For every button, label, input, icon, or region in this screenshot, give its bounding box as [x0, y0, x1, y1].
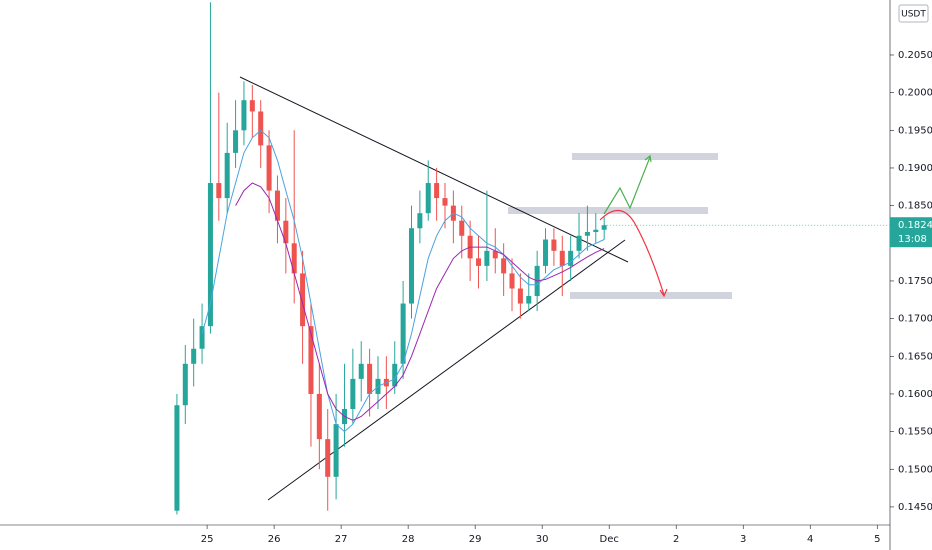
- x-tick-label: 30: [536, 534, 549, 545]
- candle-body: [233, 130, 239, 153]
- candle-body: [241, 100, 247, 131]
- x-tick-label: 3: [740, 534, 746, 545]
- candle-body: [551, 239, 557, 251]
- candle-body: [442, 198, 448, 206]
- candle-body: [434, 183, 440, 199]
- x-tick-label: 29: [469, 534, 482, 545]
- candle-body: [274, 190, 280, 221]
- support-zone: [570, 292, 732, 299]
- candle-body: [199, 326, 205, 349]
- candle-body: [543, 239, 549, 266]
- y-tick-label: 0.1650: [898, 351, 932, 362]
- candle-body: [325, 439, 331, 477]
- countdown: 13:08: [898, 234, 927, 245]
- candle-body: [484, 250, 490, 266]
- candle-body: [392, 363, 398, 387]
- candle-body: [517, 288, 523, 304]
- candle-body: [258, 111, 264, 146]
- x-tick-label: 25: [201, 534, 214, 545]
- candle-body: [601, 225, 607, 230]
- candle-body: [584, 231, 590, 236]
- x-tick-label: 26: [268, 534, 281, 545]
- candle-body: [283, 220, 289, 244]
- candle-body: [174, 405, 180, 511]
- moving-average: [201, 129, 605, 433]
- x-tick-label: Dec: [600, 534, 619, 545]
- resistance-zone: [572, 153, 718, 160]
- candle-body: [568, 250, 574, 266]
- y-tick-label: 0.1750: [898, 276, 932, 287]
- candle-body: [408, 228, 415, 304]
- candle-body: [333, 424, 339, 477]
- breakout-zone: [508, 207, 708, 214]
- candle-body: [308, 326, 314, 394]
- candle-body: [526, 296, 532, 304]
- upper-trendline: [239, 76, 629, 263]
- x-tick-label: 2: [673, 534, 679, 545]
- candle-body: [367, 363, 373, 394]
- currency-badge[interactable]: [898, 4, 929, 23]
- candle-body: [300, 273, 306, 327]
- candle-body: [182, 363, 188, 406]
- y-tick-label: 0.1550: [898, 427, 932, 438]
- candle-body: [191, 348, 197, 364]
- y-tick-label: 0.1950: [898, 125, 932, 136]
- bullish-arrow: [603, 156, 651, 215]
- y-tick-label: 0.1600: [898, 389, 932, 400]
- candle-body: [475, 258, 482, 266]
- candle-body: [425, 183, 431, 214]
- candle-body: [509, 273, 515, 289]
- x-tick-label: 27: [335, 534, 348, 545]
- y-tick-label: 0.1850: [898, 201, 932, 212]
- candle-body: [400, 303, 406, 364]
- candle-body: [576, 235, 582, 251]
- candle-body: [249, 100, 255, 112]
- candle-body: [316, 393, 322, 440]
- y-tick-label: 0.2000: [898, 88, 932, 99]
- y-tick-label: 0.2050: [898, 50, 932, 61]
- bearish-arrow-head: [659, 288, 668, 298]
- candle-body: [559, 250, 565, 266]
- moving-average: [235, 182, 605, 421]
- y-tick-label: 0.1450: [898, 502, 932, 513]
- candle-body: [358, 363, 364, 379]
- candle-body: [492, 250, 498, 259]
- candle-body: [459, 220, 465, 236]
- last-price-box: [890, 217, 932, 248]
- y-tick-label: 0.1900: [898, 163, 932, 174]
- candle-body: [291, 243, 297, 274]
- candle-body: [417, 213, 423, 229]
- x-tick-label: 5: [874, 534, 880, 545]
- y-tick-label: 0.1700: [898, 314, 932, 325]
- last-price-label: 0.1824: [898, 220, 932, 231]
- x-tick-label: 28: [402, 534, 415, 545]
- currency: USDT: [901, 10, 926, 20]
- candle-body: [593, 229, 599, 232]
- candle-body: [501, 258, 507, 274]
- candle-body: [207, 183, 213, 327]
- candle-body: [266, 145, 272, 191]
- candle-body: [224, 152, 230, 199]
- bullish-arrow-head: [644, 154, 652, 163]
- bearish-arrow: [599, 209, 665, 296]
- y-tick-label: 0.1500: [898, 464, 932, 475]
- candle-body: [216, 183, 222, 199]
- candle-body: [350, 378, 356, 410]
- x-tick-label: 4: [807, 534, 813, 545]
